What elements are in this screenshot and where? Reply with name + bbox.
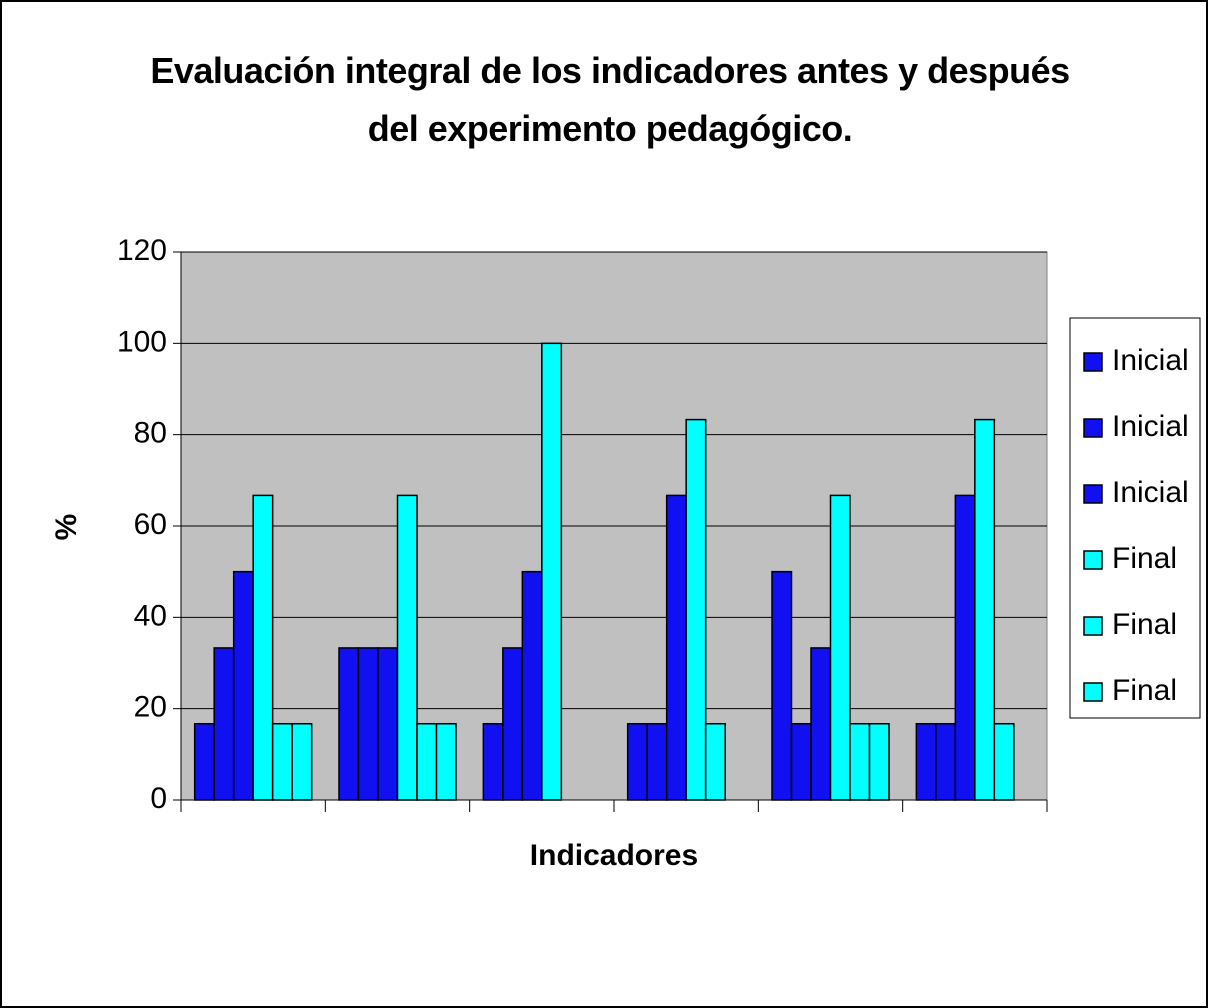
bar xyxy=(521,570,543,801)
y-tick-label: 80 xyxy=(134,417,167,450)
bar xyxy=(271,722,293,801)
bar xyxy=(502,647,524,801)
bar xyxy=(252,494,274,801)
legend-label: Final xyxy=(1112,542,1177,575)
legend-label: Inicial xyxy=(1112,476,1189,509)
x-axis-label: Indicadores xyxy=(530,839,698,872)
legend-label: Final xyxy=(1112,608,1177,641)
bar xyxy=(665,494,687,801)
bar xyxy=(232,570,254,801)
y-axis-label: % xyxy=(50,514,83,541)
y-tick-label: 60 xyxy=(134,508,167,541)
legend-swatch xyxy=(1083,484,1103,504)
chart-title: Evaluación integral de los indicadores a… xyxy=(150,50,1070,149)
legend-swatch xyxy=(1083,616,1103,636)
bar xyxy=(829,494,851,801)
bar xyxy=(974,418,996,801)
bar xyxy=(954,494,976,801)
bar xyxy=(868,722,890,801)
bar xyxy=(626,722,648,801)
legend-swatch xyxy=(1083,682,1103,702)
bar xyxy=(790,722,812,801)
bar xyxy=(541,342,563,801)
legend-label: Inicial xyxy=(1112,410,1189,443)
bar xyxy=(771,570,793,801)
bar xyxy=(193,722,215,801)
legend-label: Inicial xyxy=(1112,344,1189,377)
bar xyxy=(849,722,871,801)
bar xyxy=(213,647,235,801)
bar xyxy=(416,722,438,801)
bar xyxy=(993,722,1015,801)
y-tick-label: 20 xyxy=(134,691,167,724)
bar xyxy=(338,647,360,801)
y-tick-label: 120 xyxy=(117,234,167,267)
bar xyxy=(377,647,399,801)
bar xyxy=(482,722,504,801)
bar xyxy=(810,647,832,801)
legend-swatch xyxy=(1083,352,1103,372)
bar xyxy=(685,418,707,801)
legend xyxy=(1069,317,1201,719)
legend-swatch xyxy=(1083,550,1103,570)
legend-swatch xyxy=(1083,418,1103,438)
y-tick-label: 100 xyxy=(117,325,167,358)
legend-label: Final xyxy=(1112,674,1177,707)
bar xyxy=(915,722,937,801)
bar xyxy=(396,494,418,801)
y-tick-label: 40 xyxy=(134,599,167,632)
y-tick-label: 0 xyxy=(150,782,167,815)
bar xyxy=(435,722,457,801)
bar xyxy=(291,722,313,801)
bar xyxy=(935,722,957,801)
bar xyxy=(646,722,668,801)
bar xyxy=(357,647,379,801)
bar xyxy=(704,722,726,801)
